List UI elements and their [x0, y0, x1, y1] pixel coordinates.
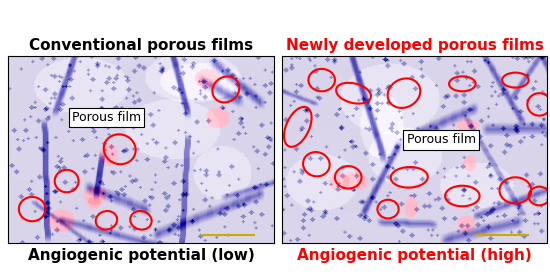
- Text: Angiogenic potential (low): Angiogenic potential (low): [28, 248, 254, 263]
- Text: Porous film: Porous film: [72, 111, 141, 124]
- Text: Angiogenic potential (high): Angiogenic potential (high): [297, 248, 532, 263]
- Text: Newly developed porous films: Newly developed porous films: [285, 38, 543, 53]
- Text: Conventional porous films: Conventional porous films: [29, 38, 253, 53]
- Text: Porous film: Porous film: [406, 133, 476, 146]
